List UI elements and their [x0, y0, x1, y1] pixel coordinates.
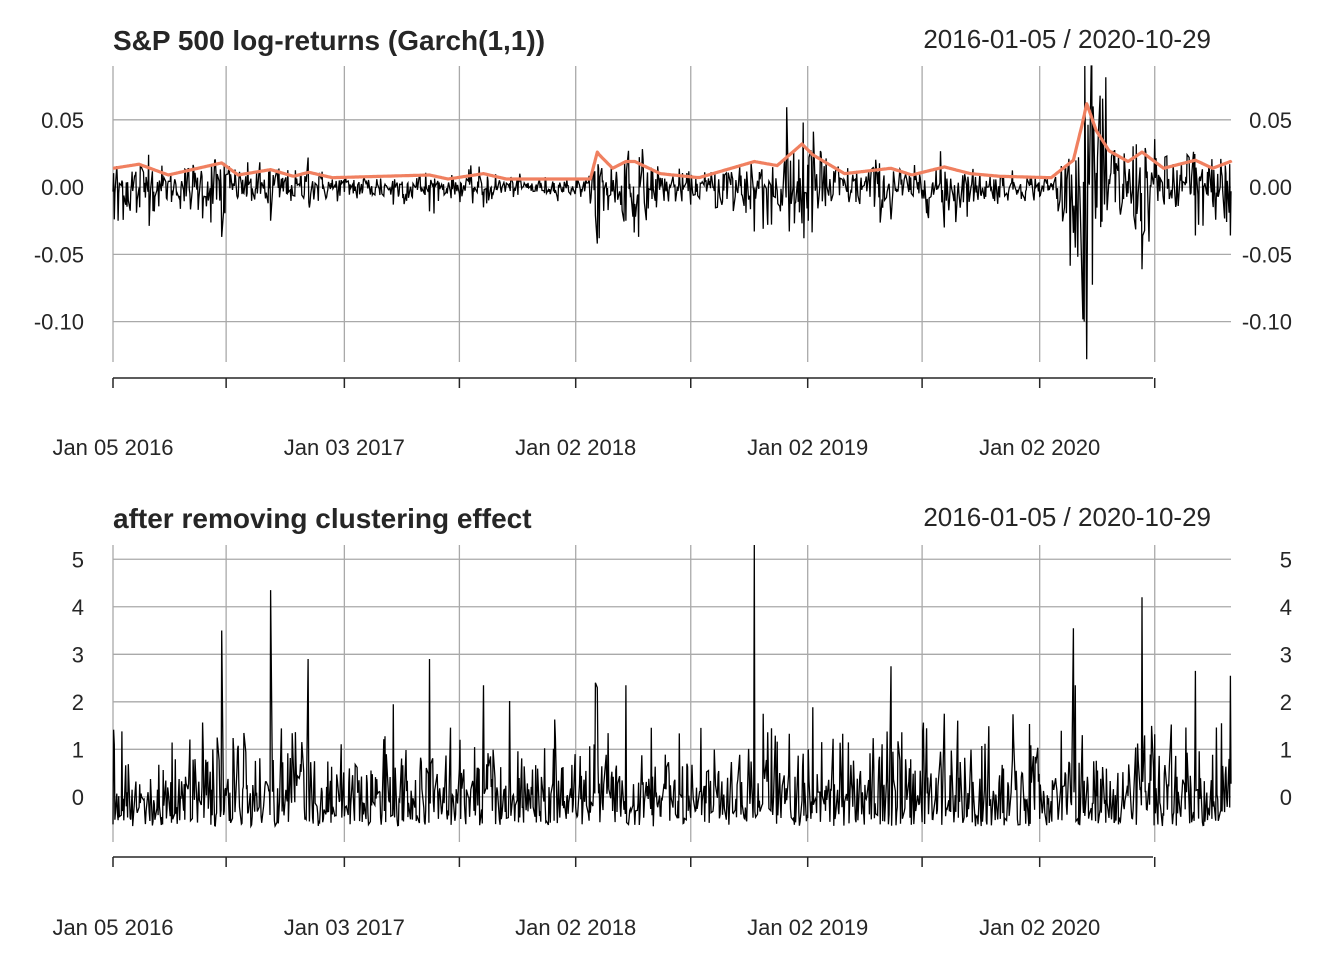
- series-layer: [112, 544, 1232, 829]
- x-axis: Jan 05 2016 Jan 03 2017 Jan 02 2018 Jan 02 …: [52, 377, 1156, 460]
- date-range-label: 2016-01-05 / 2020-10-29: [923, 24, 1211, 54]
- y-tick-label-left: -0.05: [34, 242, 84, 267]
- residuals-series-line: [112, 544, 1232, 829]
- chart-title: after removing clustering effect: [113, 503, 532, 534]
- x-axis: Jan 05 2016 Jan 03 2017 Jan 02 2018 Jan 02 …: [52, 856, 1156, 940]
- y-tick-label-left: 4: [72, 595, 84, 620]
- y-tick-label-left: 0.00: [41, 175, 84, 200]
- y-tick-label-right: -0.05: [1242, 242, 1292, 267]
- x-tick-label: Jan 02 2019: [747, 435, 868, 460]
- x-tick-label: Jan 03 2017: [284, 915, 405, 940]
- y-tick-label-left: -0.10: [34, 310, 84, 335]
- y-tick-label-left: 0.05: [41, 108, 84, 133]
- y-tick-label-right: 3: [1280, 642, 1292, 667]
- y-tick-label-left: 1: [72, 737, 84, 762]
- x-tick-label: Jan 02 2018: [515, 915, 636, 940]
- y-tick-label-right: 0.05: [1249, 108, 1292, 133]
- x-tick-label: Jan 05 2016: [52, 915, 173, 940]
- y-tick-labels: 5 5 4 4 3 3 2 2 1 1 0 0: [72, 547, 1292, 810]
- chart-panel-2: after removing clustering effect 2016-01…: [52, 502, 1292, 940]
- y-tick-label-left: 3: [72, 642, 84, 667]
- y-tick-label-right: 4: [1280, 595, 1292, 620]
- grid: [112, 545, 1231, 842]
- x-tick-label: Jan 02 2020: [979, 435, 1100, 460]
- y-tick-label-right: 1: [1280, 737, 1292, 762]
- series-layer: [111, 65, 1233, 360]
- y-tick-label-right: 2: [1280, 690, 1292, 715]
- x-tick-label: Jan 02 2020: [979, 915, 1100, 940]
- volatility-series-line: [111, 102, 1233, 181]
- chart-panel-1: S&P 500 log-returns (Garch(1,1)) 2016-01…: [34, 24, 1292, 460]
- x-tick-label: Jan 03 2017: [284, 435, 405, 460]
- chart-title: S&P 500 log-returns (Garch(1,1)): [113, 25, 545, 56]
- grid: [112, 66, 1231, 362]
- y-tick-labels: 0.05 0.05 0.00 0.00 -0.05 -0.05 -0.10 -0.10: [34, 108, 1292, 335]
- y-tick-label-left: 5: [72, 547, 84, 572]
- y-tick-label-left: 2: [72, 690, 84, 715]
- y-tick-label-right: 0: [1280, 785, 1292, 810]
- returns-series-line: [112, 65, 1232, 360]
- y-tick-label-left: 0: [72, 785, 84, 810]
- x-tick-label: Jan 02 2018: [515, 435, 636, 460]
- y-tick-label-right: 5: [1280, 547, 1292, 572]
- x-tick-label: Jan 02 2019: [747, 915, 868, 940]
- y-tick-label-right: 0.00: [1249, 175, 1292, 200]
- x-tick-label: Jan 05 2016: [52, 435, 173, 460]
- date-range-label: 2016-01-05 / 2020-10-29: [923, 502, 1211, 532]
- y-tick-label-right: -0.10: [1242, 310, 1292, 335]
